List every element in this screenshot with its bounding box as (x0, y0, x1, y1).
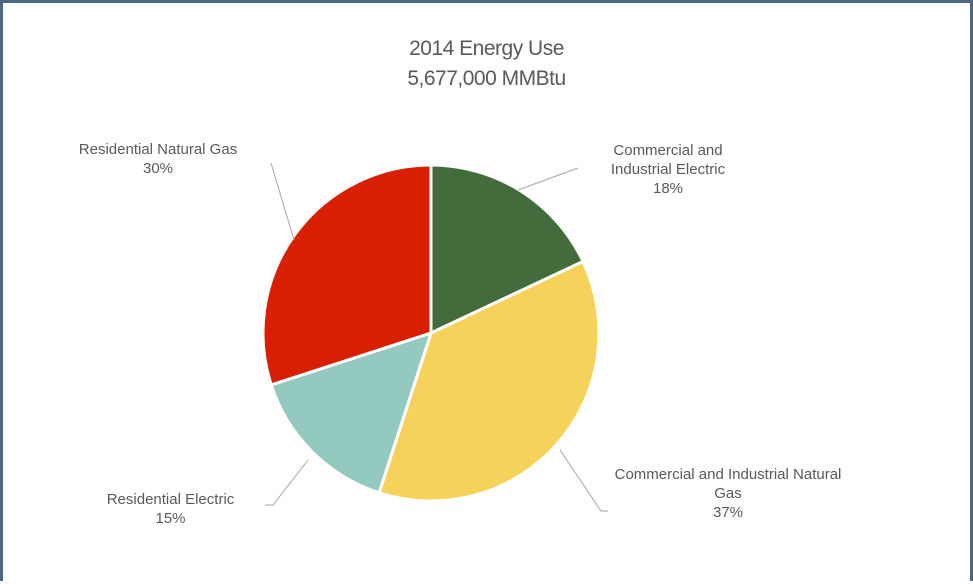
chart-title: 2014 Energy Use (409, 37, 564, 60)
leader-line (270, 162, 295, 241)
leader-line (265, 459, 309, 506)
slice-value: 15% (155, 510, 186, 527)
chart-subtitle: 5,677,000 MMBtu (407, 67, 566, 90)
slice-label: Commercial and Industrial Natural Gas (614, 466, 842, 502)
pie-slice (377, 259, 601, 503)
pie-slice (261, 163, 433, 387)
pie-slice (429, 163, 586, 336)
slice-label: Residential Electric (106, 491, 235, 508)
slice-label: Residential Natural Gas (78, 141, 238, 158)
slice-value: 18% (652, 180, 684, 197)
slice-value: 30% (142, 160, 174, 177)
plot (261, 162, 608, 512)
slice-label: Commercial and Industrial Electric (610, 142, 726, 178)
leader-line (559, 449, 608, 512)
leader-line (517, 167, 579, 191)
slice-value: 37% (712, 504, 744, 521)
